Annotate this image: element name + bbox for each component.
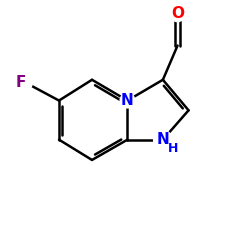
Text: O: O bbox=[171, 6, 184, 21]
Circle shape bbox=[120, 93, 135, 108]
Text: N: N bbox=[121, 93, 134, 108]
Circle shape bbox=[170, 6, 186, 22]
Circle shape bbox=[17, 74, 32, 90]
Circle shape bbox=[154, 130, 172, 149]
Text: H: H bbox=[168, 142, 178, 156]
Text: N: N bbox=[156, 132, 169, 147]
Text: F: F bbox=[15, 75, 26, 90]
